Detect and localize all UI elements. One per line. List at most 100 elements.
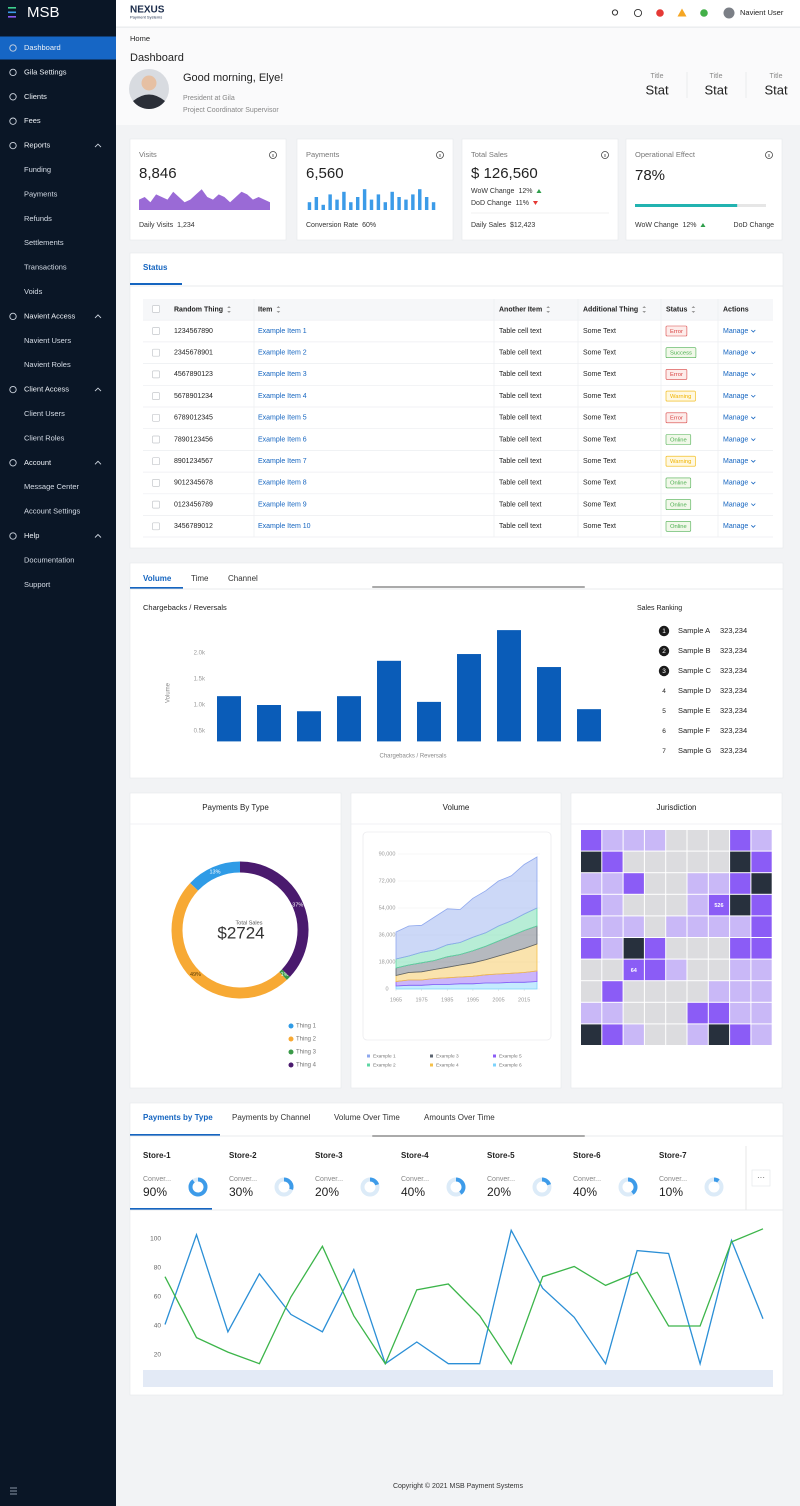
heat-cell[interactable] <box>602 916 623 937</box>
manage-link[interactable]: Manage <box>723 523 748 530</box>
heat-cell[interactable] <box>581 1024 602 1045</box>
heat-cell[interactable] <box>751 1002 772 1024</box>
nav-item[interactable]: Clients <box>24 92 47 101</box>
tab[interactable]: Amounts Over Time <box>424 1113 495 1122</box>
user-avatar[interactable] <box>723 7 735 19</box>
heat-cell[interactable] <box>623 938 644 959</box>
heat-cell[interactable] <box>708 851 730 873</box>
heat-cell[interactable] <box>730 873 751 894</box>
heat-cell[interactable] <box>602 1002 623 1024</box>
column-header[interactable]: Random Thing <box>174 306 223 313</box>
tab[interactable]: Payments by Channel <box>232 1113 310 1122</box>
checkbox[interactable] <box>152 500 160 509</box>
heat-cell[interactable] <box>708 894 730 916</box>
manage-link[interactable]: Manage <box>723 436 748 443</box>
heat-cell[interactable] <box>666 1002 687 1024</box>
manage-link[interactable]: Manage <box>723 480 748 487</box>
heat-cell[interactable] <box>666 959 687 981</box>
heat-cell[interactable] <box>708 1002 730 1024</box>
heat-cell[interactable] <box>687 959 708 981</box>
heat-cell[interactable] <box>581 959 602 981</box>
heat-cell[interactable] <box>644 1002 666 1024</box>
heat-cell[interactable] <box>687 1024 708 1045</box>
heat-cell[interactable] <box>730 1002 751 1024</box>
heat-cell[interactable] <box>602 894 623 916</box>
bar[interactable] <box>417 701 441 742</box>
nav-item[interactable]: Navient Access <box>24 311 76 320</box>
heat-cell[interactable] <box>751 1024 772 1045</box>
heat-cell[interactable] <box>666 938 687 959</box>
heat-cell[interactable] <box>730 851 751 873</box>
heat-cell[interactable] <box>581 981 602 1002</box>
item-link[interactable]: Example Item 3 <box>258 371 307 378</box>
heat-cell[interactable] <box>687 938 708 959</box>
heat-cell[interactable] <box>602 981 623 1002</box>
heat-cell[interactable] <box>751 981 772 1002</box>
heat-cell[interactable] <box>708 959 730 981</box>
heat-cell[interactable] <box>623 830 644 851</box>
heat-cell[interactable] <box>602 873 623 894</box>
manage-link[interactable]: Manage <box>723 328 748 335</box>
heat-cell[interactable] <box>581 894 602 916</box>
legend-label[interactable]: Example 4 <box>436 1062 459 1068</box>
heat-cell[interactable] <box>602 959 623 981</box>
info-icon[interactable] <box>601 151 609 159</box>
heat-cell[interactable] <box>644 851 666 873</box>
donut-segment[interactable] <box>239 861 309 977</box>
legend-label[interactable]: Thing 2 <box>296 1037 317 1043</box>
manage-link[interactable]: Manage <box>723 458 748 465</box>
heat-cell[interactable] <box>623 894 644 916</box>
heat-cell[interactable] <box>581 938 602 959</box>
heat-cell[interactable] <box>644 894 666 916</box>
column-header[interactable]: Actions <box>723 306 749 313</box>
heat-cell[interactable] <box>644 916 666 937</box>
heat-cell[interactable] <box>730 938 751 959</box>
item-link[interactable]: Example Item 7 <box>258 458 307 465</box>
help-icon[interactable] <box>633 8 643 18</box>
column-header[interactable]: Item <box>258 306 272 313</box>
heat-cell[interactable] <box>581 873 602 894</box>
heat-cell[interactable] <box>751 830 772 851</box>
info-icon[interactable] <box>269 151 277 159</box>
bar[interactable] <box>577 709 601 742</box>
heat-cell[interactable] <box>751 894 772 916</box>
heat-cell[interactable] <box>708 873 730 894</box>
bar[interactable] <box>377 660 401 742</box>
item-link[interactable]: Example Item 1 <box>258 328 307 335</box>
more[interactable]: ··· <box>757 1173 765 1182</box>
logo[interactable]: MSB <box>27 4 60 21</box>
heat-cell[interactable] <box>687 916 708 937</box>
donut-segment[interactable] <box>190 861 241 891</box>
heat-cell[interactable] <box>751 938 772 959</box>
heat-cell[interactable] <box>730 959 751 981</box>
checkbox[interactable] <box>152 435 160 444</box>
info-icon[interactable] <box>765 151 773 159</box>
nav-subitem[interactable]: Payments <box>24 189 58 198</box>
checkbox[interactable] <box>152 305 160 313</box>
legend-label[interactable]: Example 5 <box>499 1053 522 1059</box>
heat-cell[interactable] <box>623 959 644 981</box>
heat-cell[interactable] <box>687 894 708 916</box>
bar[interactable] <box>497 630 521 742</box>
heat-cell[interactable] <box>623 1024 644 1045</box>
user-name[interactable]: Navient User <box>740 8 784 17</box>
nav-subitem[interactable]: Message Center <box>24 482 80 491</box>
heat-cell[interactable] <box>666 851 687 873</box>
manage-link[interactable]: Manage <box>723 501 748 508</box>
tab[interactable]: Volume <box>143 574 172 583</box>
nav-subitem[interactable]: Refunds <box>24 214 52 223</box>
legend-label[interactable]: Thing 4 <box>296 1063 317 1069</box>
heat-cell[interactable] <box>623 1002 644 1024</box>
heat-cell[interactable] <box>708 830 730 851</box>
heat-cell[interactable] <box>666 830 687 851</box>
checkbox[interactable] <box>152 457 160 466</box>
heat-cell[interactable] <box>751 916 772 937</box>
ok-icon[interactable] <box>700 9 708 17</box>
column-header[interactable]: Additional Thing <box>583 306 638 313</box>
checkbox[interactable] <box>152 370 160 379</box>
heat-cell[interactable] <box>708 981 730 1002</box>
heat-cell[interactable] <box>666 873 687 894</box>
store-name[interactable]: Store-3 <box>315 1151 343 1160</box>
item-link[interactable]: Example Item 5 <box>258 415 307 422</box>
bar[interactable] <box>297 711 321 742</box>
